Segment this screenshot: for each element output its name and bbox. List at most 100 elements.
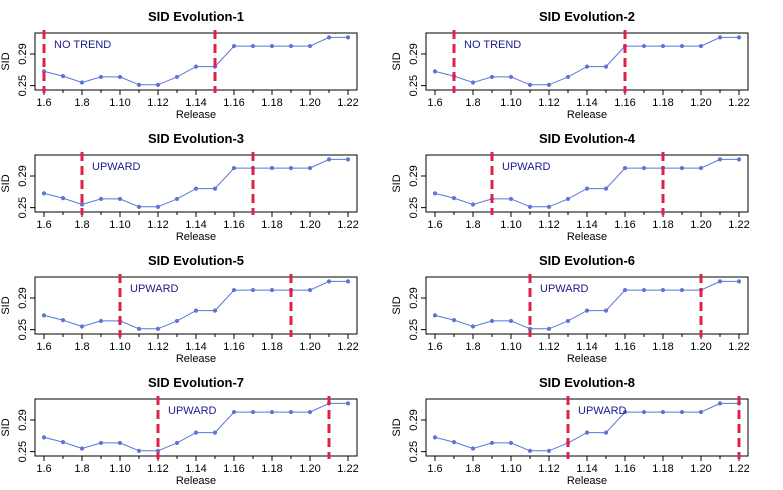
sid-point	[432, 313, 438, 318]
x-tick-label: 1.10	[109, 463, 130, 475]
panel-7: SID Evolution-7 1.6 1.8 1.10 1.12 1.14 1.16 1.1…	[0, 375, 359, 487]
sid-point	[679, 409, 685, 415]
sid-point	[193, 308, 199, 313]
x-tick-label: 1.8	[74, 219, 89, 231]
x-tick-label: 1.20	[690, 219, 711, 231]
sid-point	[565, 196, 571, 202]
sid-point	[174, 440, 180, 446]
x-tick-label: 1.14	[185, 97, 206, 109]
panel-title: SID Evolution-2	[539, 9, 635, 24]
sid-point	[41, 191, 47, 196]
trend-annotation: NO TREND	[54, 39, 111, 51]
y-tick-label: 0.29	[408, 287, 420, 308]
sid-point	[212, 430, 218, 435]
trend-annotation: UPWARD	[540, 283, 589, 295]
x-tick-label: 1.16	[614, 463, 635, 475]
sid-point	[717, 35, 723, 40]
x-tick-label: 1.14	[185, 463, 206, 475]
sid-point	[584, 64, 590, 69]
sid-point	[117, 196, 123, 202]
y-tick-label: 0.25	[17, 441, 29, 462]
x-tick-label: 1.6	[36, 219, 51, 231]
sid-point	[698, 165, 704, 171]
panel-title: SID Evolution-6	[539, 253, 635, 268]
y-tick-label: 0.29	[408, 165, 420, 186]
x-tick-label: 1.10	[500, 219, 521, 231]
sid-point	[288, 43, 294, 49]
sid-point	[174, 74, 180, 80]
sid-point	[269, 165, 275, 171]
sid-point	[508, 318, 514, 324]
x-axis-label: Release	[567, 109, 607, 121]
sid-point	[288, 409, 294, 415]
sid-point	[546, 82, 552, 87]
x-tick-label: 1.14	[576, 219, 597, 231]
y-tick-label: 0.29	[17, 165, 29, 186]
sid-point	[603, 186, 609, 191]
y-tick-label: 0.25	[408, 75, 420, 96]
sid-point	[527, 448, 533, 453]
y-tick-label: 0.29	[17, 287, 29, 308]
sid-point	[269, 409, 275, 415]
x-tick-label: 1.18	[652, 219, 673, 231]
trend-annotation: UPWARD	[130, 283, 179, 295]
sid-point	[345, 279, 351, 284]
x-tick-label: 1.10	[500, 341, 521, 353]
sid-point	[451, 318, 457, 323]
sid-point	[470, 324, 476, 329]
x-tick-label: 1.14	[576, 97, 597, 109]
y-axis-label: SID	[391, 52, 403, 70]
x-tick-label: 1.10	[109, 219, 130, 231]
x-tick-label: 1.8	[74, 341, 89, 353]
sid-point	[174, 318, 180, 324]
x-tick-label: 1.16	[223, 341, 244, 353]
x-tick-label: 1.8	[465, 341, 480, 353]
x-tick-label: 1.22	[728, 341, 749, 353]
sid-point	[546, 448, 552, 453]
x-axis-label: Release	[567, 231, 607, 243]
x-tick-label: 1.8	[465, 463, 480, 475]
sid-point	[565, 74, 571, 80]
x-tick-label: 1.18	[261, 219, 282, 231]
x-tick-label: 1.12	[147, 463, 168, 475]
x-tick-label: 1.12	[147, 97, 168, 109]
y-axis-label: SID	[391, 296, 403, 314]
panel-title: SID Evolution-4	[539, 131, 636, 146]
sid-point	[345, 401, 351, 406]
sid-point	[193, 64, 199, 69]
sid-point	[250, 287, 256, 293]
sid-point	[155, 326, 161, 331]
sid-point	[193, 430, 199, 435]
sid-point	[603, 64, 609, 69]
sid-point	[326, 35, 332, 40]
sid-point	[60, 318, 66, 323]
y-axis-label: SID	[0, 418, 12, 436]
sid-series-line	[434, 158, 739, 208]
sid-point	[250, 409, 256, 415]
sid-point	[60, 196, 66, 201]
x-tick-label: 1.16	[614, 341, 635, 353]
panel-title: SID Evolution-8	[539, 375, 635, 390]
sid-point	[269, 43, 275, 49]
sid-series-line	[43, 158, 348, 208]
x-tick-label: 1.14	[185, 341, 206, 353]
x-tick-label: 1.20	[299, 463, 320, 475]
sid-point	[98, 196, 104, 202]
sid-point	[231, 409, 237, 415]
x-tick-label: 1.16	[223, 219, 244, 231]
x-tick-label: 1.10	[500, 463, 521, 475]
x-tick-label: 1.12	[147, 341, 168, 353]
x-tick-label: 1.18	[261, 97, 282, 109]
x-tick-label: 1.14	[576, 341, 597, 353]
x-axis-label: Release	[567, 475, 607, 487]
x-tick-label: 1.16	[614, 219, 635, 231]
sid-point	[679, 43, 685, 49]
trend-annotation: UPWARD	[578, 405, 627, 417]
x-tick-label: 1.6	[36, 463, 51, 475]
x-tick-label: 1.10	[109, 97, 130, 109]
sid-point	[527, 204, 533, 209]
sid-point	[736, 279, 742, 284]
y-tick-label: 0.29	[17, 409, 29, 430]
x-tick-label: 1.14	[185, 219, 206, 231]
